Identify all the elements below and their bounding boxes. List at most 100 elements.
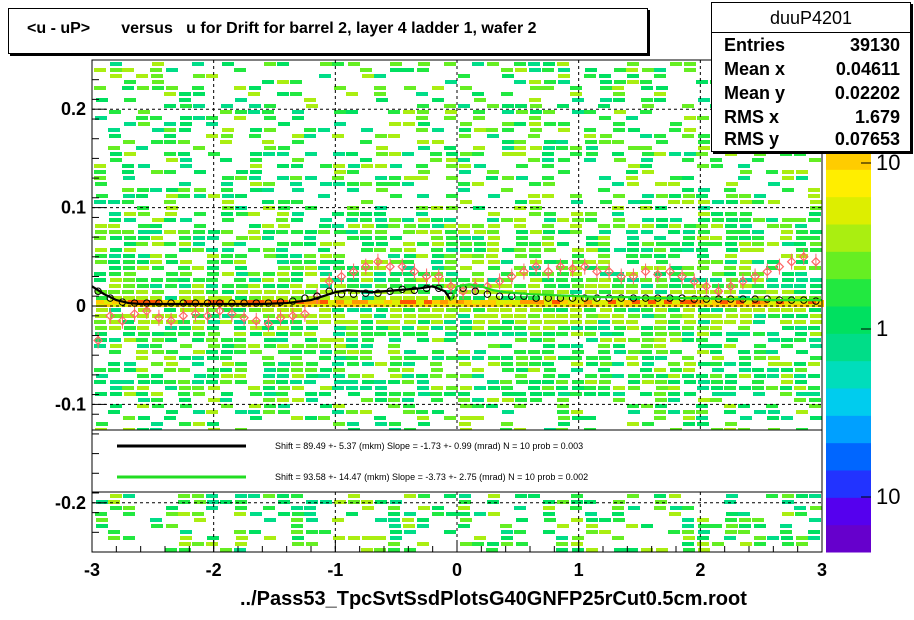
heatmap-cell	[346, 296, 358, 300]
heatmap-cell	[124, 236, 136, 240]
profile-point	[239, 312, 249, 323]
heatmap-cell	[432, 506, 444, 510]
heatmap-cell	[236, 536, 248, 540]
heatmap-cell	[123, 506, 135, 510]
heatmap-cell	[150, 230, 162, 234]
band-cell	[392, 300, 400, 304]
heatmap-cell	[318, 296, 330, 300]
heatmap-cell	[445, 326, 457, 330]
heatmap-cell	[234, 332, 246, 336]
heatmap-cell	[627, 236, 639, 240]
heatmap-cell	[558, 128, 570, 132]
band-cell	[144, 300, 152, 304]
heatmap-cell	[207, 326, 219, 330]
heatmap-cell	[502, 122, 514, 126]
heatmap-cell	[124, 80, 136, 84]
heatmap-cell	[346, 320, 358, 324]
heatmap-cell	[333, 374, 345, 378]
heatmap-cell	[151, 398, 163, 402]
heatmap-cell	[220, 356, 232, 360]
heatmap-cell	[305, 416, 317, 420]
heatmap-cell	[739, 290, 751, 294]
band-cell	[632, 304, 640, 307]
heatmap-cell	[474, 248, 486, 252]
heatmap-cell	[444, 224, 456, 228]
heatmap-cell	[360, 212, 372, 216]
profile-point	[397, 261, 408, 272]
heatmap-cell	[444, 314, 456, 318]
heatmap-cell	[334, 326, 346, 330]
heatmap-cell	[290, 80, 302, 84]
heatmap-cell	[796, 170, 808, 174]
heatmap-cell	[179, 242, 191, 246]
heatmap-cell	[655, 320, 667, 324]
band-cell	[104, 304, 112, 307]
heatmap-cell	[544, 248, 556, 252]
heatmap-cell	[404, 320, 416, 324]
heatmap-cell	[334, 500, 346, 504]
heatmap-cell	[626, 548, 638, 552]
heatmap-cell	[306, 296, 318, 300]
band-cell	[328, 300, 336, 304]
heatmap-cell	[698, 200, 710, 204]
heatmap-cell	[360, 218, 372, 222]
heatmap-cell	[334, 380, 346, 384]
heatmap-cell	[180, 122, 192, 126]
heatmap-cell	[515, 290, 527, 294]
heatmap-cell	[108, 200, 120, 204]
heatmap-cell	[318, 266, 330, 270]
heatmap-cell	[501, 272, 513, 276]
heatmap-cell	[94, 68, 106, 72]
palette-swatch	[826, 333, 871, 362]
heatmap-cell	[164, 200, 176, 204]
heatmap-cell	[698, 380, 710, 384]
heatmap-cell	[432, 410, 444, 414]
heatmap-cell	[290, 254, 302, 258]
profile-point	[93, 335, 103, 346]
band-cell	[104, 300, 112, 304]
heatmap-cell	[334, 356, 346, 360]
heatmap-cell	[752, 200, 764, 204]
heatmap-cell	[194, 224, 206, 228]
band-cell	[232, 300, 240, 304]
heatmap-cell	[221, 392, 233, 396]
heatmap-cell	[374, 380, 386, 384]
heatmap-cell	[180, 536, 192, 540]
heatmap-cell	[810, 344, 822, 348]
heatmap-cell	[138, 254, 150, 258]
profile-point	[774, 261, 785, 272]
heatmap-cell	[473, 290, 485, 294]
heatmap-cell	[278, 278, 290, 282]
heatmap-cell	[235, 380, 247, 384]
heatmap-cell	[124, 248, 136, 252]
heatmap-cell	[277, 326, 289, 330]
heatmap-cell	[178, 368, 190, 372]
heatmap-cell	[487, 278, 499, 282]
heatmap-cell	[375, 518, 387, 522]
heatmap-cell	[556, 140, 568, 144]
heatmap-cell	[138, 110, 150, 114]
heatmap-cell	[501, 536, 513, 540]
band-cell	[312, 300, 320, 304]
heatmap-cell	[403, 272, 415, 276]
heatmap-cell	[586, 338, 598, 342]
band-cell	[512, 300, 520, 304]
heatmap-cell	[221, 260, 233, 264]
heatmap-cell	[698, 362, 710, 366]
heatmap-cell	[752, 380, 764, 384]
heatmap-cell	[697, 422, 709, 426]
heatmap-cell	[766, 266, 778, 270]
profile-point	[385, 261, 395, 272]
heatmap-cell	[780, 320, 792, 324]
heatmap-cell	[430, 152, 442, 156]
heatmap-cell	[640, 146, 652, 150]
heatmap-cell	[348, 164, 360, 168]
heatmap-cell	[782, 272, 794, 276]
x-tick-label: -1	[327, 560, 343, 580]
heatmap-cell	[628, 200, 640, 204]
heatmap-cell	[374, 212, 386, 216]
heatmap-cell	[150, 116, 162, 120]
heatmap-cell	[362, 506, 374, 510]
band-cell	[216, 300, 224, 304]
heatmap-cell	[696, 374, 708, 378]
